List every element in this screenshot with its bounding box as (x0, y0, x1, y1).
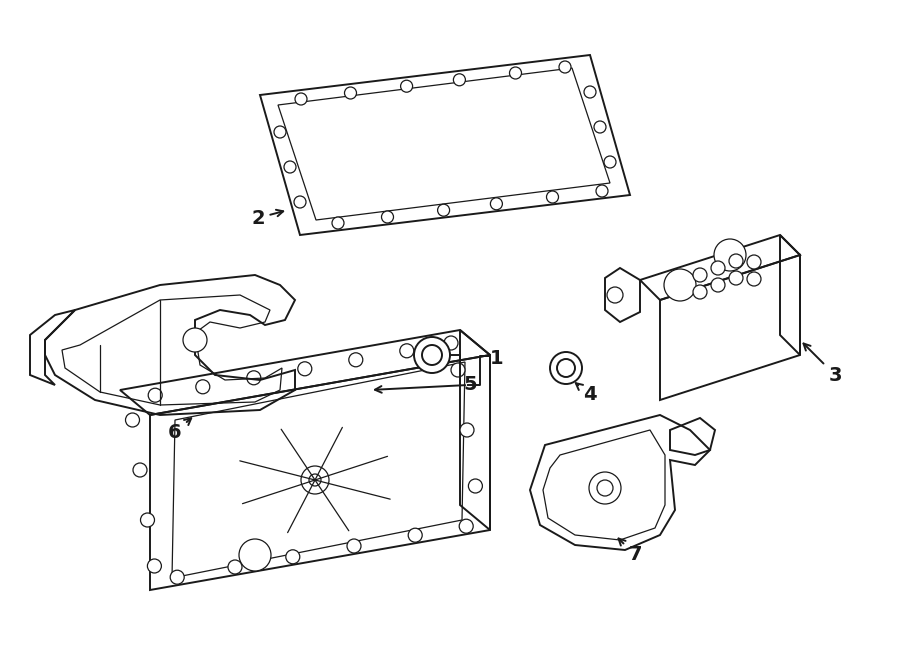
Text: 5: 5 (463, 375, 477, 395)
Circle shape (546, 191, 559, 203)
Circle shape (604, 156, 616, 168)
Circle shape (414, 337, 450, 373)
Circle shape (140, 513, 155, 527)
Circle shape (301, 466, 329, 494)
Circle shape (409, 528, 422, 542)
Circle shape (382, 211, 393, 223)
Circle shape (589, 472, 621, 504)
Circle shape (444, 336, 458, 350)
Circle shape (284, 161, 296, 173)
Circle shape (239, 539, 271, 571)
Circle shape (298, 362, 311, 376)
Circle shape (294, 196, 306, 208)
Circle shape (451, 363, 465, 377)
Circle shape (491, 198, 502, 210)
Circle shape (594, 121, 606, 133)
Circle shape (747, 255, 761, 269)
Circle shape (422, 345, 442, 365)
Text: 2: 2 (251, 209, 284, 228)
Circle shape (309, 474, 321, 486)
Circle shape (437, 204, 450, 216)
Circle shape (133, 463, 147, 477)
Text: 7: 7 (618, 538, 642, 565)
Circle shape (584, 86, 596, 98)
Circle shape (729, 271, 743, 285)
Text: 1: 1 (490, 348, 504, 367)
Circle shape (711, 261, 725, 275)
Circle shape (196, 380, 210, 394)
Circle shape (693, 285, 707, 299)
Circle shape (170, 570, 184, 584)
Circle shape (711, 278, 725, 292)
Circle shape (747, 272, 761, 286)
Circle shape (332, 217, 344, 229)
Circle shape (228, 560, 242, 574)
Circle shape (714, 239, 746, 271)
Circle shape (550, 352, 582, 384)
Text: 3: 3 (804, 344, 842, 385)
Circle shape (247, 371, 261, 385)
Circle shape (664, 269, 696, 301)
Circle shape (183, 328, 207, 352)
Circle shape (509, 67, 521, 79)
Circle shape (274, 126, 286, 138)
Circle shape (400, 344, 414, 357)
Circle shape (349, 353, 363, 367)
Circle shape (693, 268, 707, 282)
Text: 4: 4 (576, 383, 597, 404)
Circle shape (607, 287, 623, 303)
Circle shape (400, 80, 412, 92)
Circle shape (557, 359, 575, 377)
Circle shape (347, 539, 361, 553)
Circle shape (125, 413, 140, 427)
Circle shape (454, 73, 465, 86)
Circle shape (286, 550, 300, 564)
Circle shape (729, 254, 743, 268)
Circle shape (148, 559, 161, 573)
Circle shape (148, 388, 162, 402)
Circle shape (468, 479, 482, 493)
Text: 6: 6 (168, 418, 191, 442)
Circle shape (597, 480, 613, 496)
Circle shape (596, 185, 608, 197)
Circle shape (460, 423, 474, 437)
Circle shape (559, 61, 571, 73)
Circle shape (459, 519, 473, 533)
Circle shape (345, 87, 356, 99)
Circle shape (295, 93, 307, 105)
